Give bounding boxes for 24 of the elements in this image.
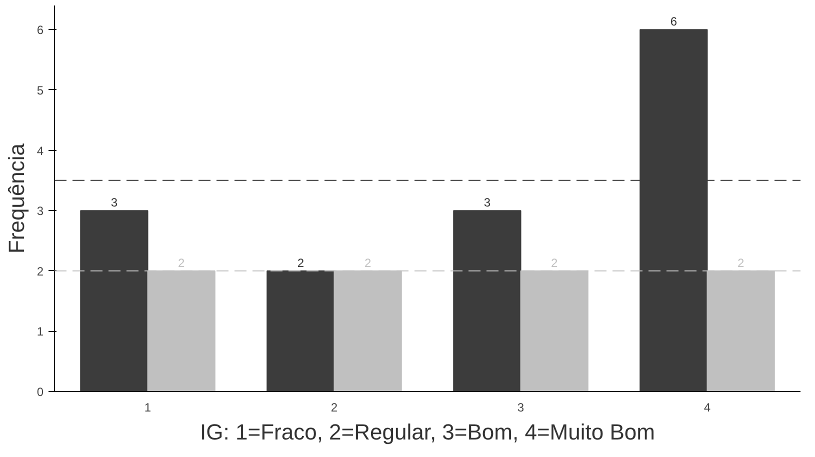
data-label: 3 (484, 196, 491, 210)
y-tick-label: 4 (36, 144, 44, 158)
x-tick-label: 1 (144, 400, 152, 414)
y-tick-label: 2 (36, 264, 44, 278)
data-label: 6 (670, 14, 678, 29)
x-tick-label: 4 (704, 400, 711, 414)
bar (266, 270, 335, 392)
y-tick-label: 0 (36, 385, 44, 399)
data-label: 2 (550, 256, 558, 270)
data-label: 2 (178, 256, 185, 270)
x-tick-label: 3 (517, 400, 524, 414)
data-label: 2 (297, 256, 304, 270)
data-label: 2 (737, 256, 744, 270)
y-tick-label: 5 (36, 83, 44, 98)
bar (453, 210, 522, 392)
data-label: 2 (364, 256, 372, 270)
x-tick-label: 2 (330, 400, 338, 414)
bar (80, 210, 148, 392)
y-tick-label: 3 (36, 204, 44, 218)
data-label: 3 (110, 196, 118, 210)
y-axis-title: Frequência (4, 142, 29, 254)
x-axis-title: IG: 1=Fraco, 2=Regular, 3=Bom, 4=Muito Bom (200, 420, 655, 444)
y-tick-label: 1 (36, 324, 44, 339)
y-tick-label: 6 (36, 23, 44, 38)
